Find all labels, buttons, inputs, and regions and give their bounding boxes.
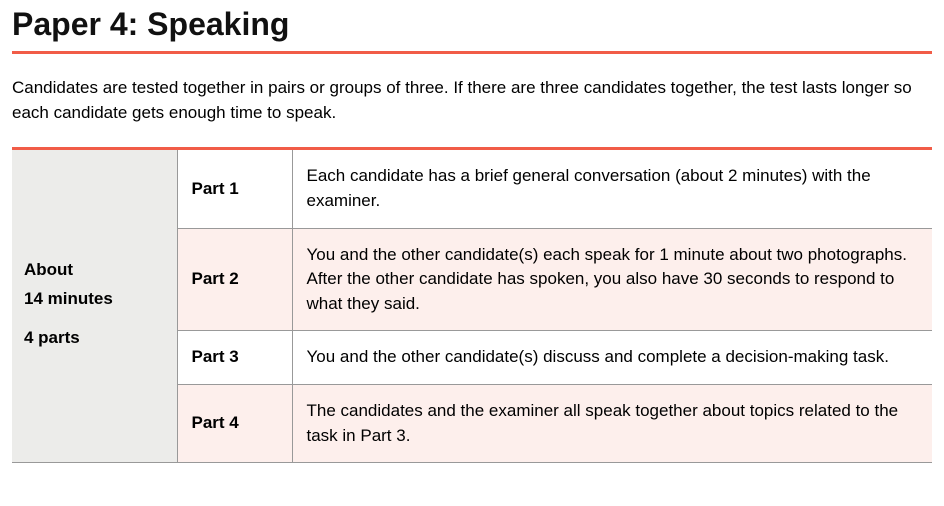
- summary-line-duration: 14 minutes: [24, 287, 165, 312]
- summary-line-about: About: [24, 258, 165, 283]
- parts-table: About 14 minutes 4 parts Part 1Each candida…: [12, 150, 932, 463]
- heading-rule: [12, 51, 932, 54]
- parts-table-wrap: About 14 minutes 4 parts Part 1Each candida…: [12, 147, 932, 463]
- part-description: The candidates and the examiner all spea…: [292, 385, 932, 463]
- summary-line-parts: 4 parts: [24, 326, 165, 351]
- part-label: Part 4: [177, 385, 292, 463]
- summary-cell: About 14 minutes 4 parts: [12, 150, 177, 463]
- part-label: Part 3: [177, 331, 292, 385]
- page-title: Paper 4: Speaking: [12, 6, 932, 43]
- intro-paragraph: Candidates are tested together in pairs …: [12, 76, 932, 125]
- part-description: You and the other candidate(s) discuss a…: [292, 331, 932, 385]
- part-description: Each candidate has a brief general conve…: [292, 150, 932, 228]
- part-label: Part 2: [177, 228, 292, 331]
- part-description: You and the other candidate(s) each spea…: [292, 228, 932, 331]
- part-label: Part 1: [177, 150, 292, 228]
